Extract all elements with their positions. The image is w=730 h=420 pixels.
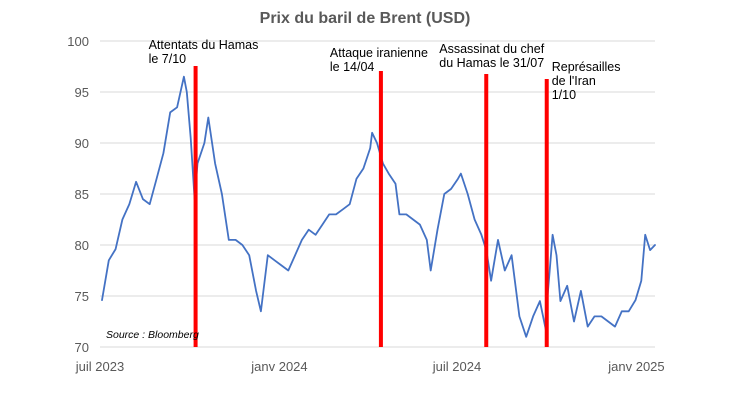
event-label: Assassinat du chef du Hamas le 31/07 [439, 42, 544, 70]
event-label-line: 1/10 [552, 88, 576, 102]
event-markers: Attentats du Hamas le 7/10 Attaque iranien… [149, 38, 621, 347]
event-label: Attentats du Hamas le 7/10 [149, 38, 259, 66]
chart-title: Prix du baril de Brent (USD) [260, 10, 471, 27]
event-label-line: Assassinat du chef [439, 42, 544, 56]
brent-price-line [101, 75, 656, 338]
y-tick-label-80: 80 [75, 238, 89, 253]
event-label-line: le 7/10 [149, 52, 187, 66]
event-label-line: de l'Iran [552, 74, 596, 88]
x-tick-label: janv 2024 [250, 359, 307, 374]
event-label: Représailles de l'Iran 1/10 [552, 60, 621, 102]
event-label-line: Représailles [552, 60, 621, 74]
event-label-line: le 14/04 [330, 60, 375, 74]
x-tick-label: janv 2025 [607, 359, 664, 374]
event-label-line: du Hamas le 31/07 [439, 56, 544, 70]
y-tick-label-90: 90 [75, 136, 89, 151]
y-tick-label-100: 100 [67, 34, 89, 49]
y-tick-label-85: 85 [75, 187, 89, 202]
source-label: Source : Bloomberg [106, 329, 199, 341]
y-axis-ticks: 70 75 80 85 90 95 100 [67, 34, 89, 355]
x-tick-label: juil 2023 [75, 359, 124, 374]
series-line-group [101, 75, 656, 338]
event-label-line: Attentats du Hamas [149, 38, 259, 52]
x-tick-label: juil 2024 [432, 359, 481, 374]
x-axis-ticks: juil 2023 janv 2024 juil 2024 janv 2025 [75, 359, 665, 374]
y-tick-label-75: 75 [75, 289, 89, 304]
y-tick-label-95: 95 [75, 85, 89, 100]
event-label: Attaque iranienne le 14/04 [330, 46, 428, 74]
y-tick-label-70: 70 [75, 340, 89, 355]
event-label-line: Attaque iranienne [330, 46, 428, 60]
